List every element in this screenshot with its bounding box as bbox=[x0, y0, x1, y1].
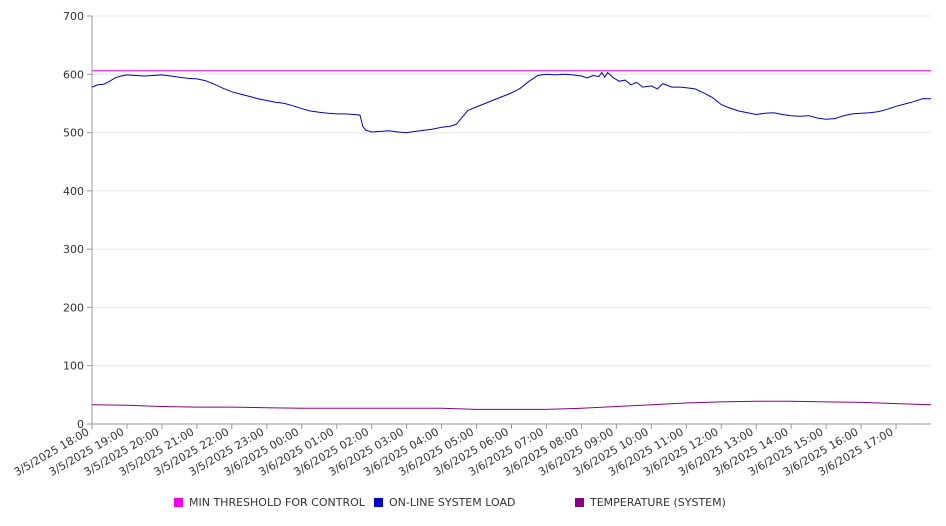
y-tick-label: 400 bbox=[63, 185, 84, 198]
y-tick-label: 200 bbox=[63, 301, 84, 314]
y-tick-label: 100 bbox=[63, 360, 84, 373]
y-tick-label: 700 bbox=[63, 10, 84, 23]
legend-label: TEMPERATURE (SYSTEM) bbox=[590, 496, 726, 509]
x-axis-ticks: 3/5/2025 18:003/5/2025 19:003/5/2025 20:… bbox=[12, 424, 897, 479]
legend-item[interactable]: TEMPERATURE (SYSTEM) bbox=[575, 496, 726, 509]
legend-label: ON-LINE SYSTEM LOAD bbox=[389, 496, 516, 509]
series-line bbox=[91, 71, 931, 134]
axes bbox=[91, 16, 931, 425]
y-axis-ticks: 0 100 200 300 400 500 600 700 bbox=[63, 10, 92, 431]
series-line bbox=[91, 400, 932, 410]
legend-swatch bbox=[174, 498, 183, 507]
legend: MIN THRESHOLD FOR CONTROL ON-LINE SYSTEM … bbox=[0, 496, 946, 516]
y-tick-label: 500 bbox=[63, 127, 84, 140]
legend-item[interactable]: MIN THRESHOLD FOR CONTROL bbox=[174, 496, 365, 509]
y-tick-label: 600 bbox=[63, 68, 84, 81]
legend-item[interactable]: ON-LINE SYSTEM LOAD bbox=[374, 496, 515, 509]
y-tick-label: 0 bbox=[77, 418, 84, 431]
y-tick-label: 300 bbox=[63, 243, 84, 256]
gridlines bbox=[92, 15, 931, 425]
legend-label: MIN THRESHOLD FOR CONTROL bbox=[189, 496, 365, 509]
legend-swatch bbox=[374, 498, 383, 507]
series-lines bbox=[91, 70, 932, 410]
legend-swatch bbox=[575, 498, 584, 507]
